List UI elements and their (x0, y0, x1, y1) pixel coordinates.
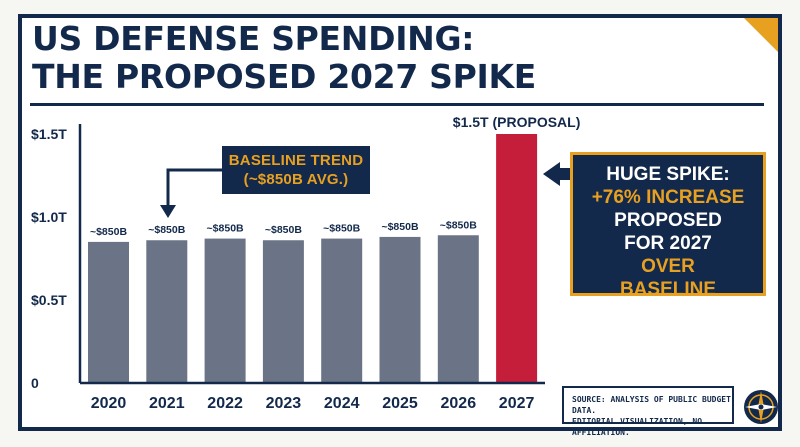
bar (204, 238, 246, 383)
bar (437, 235, 479, 383)
x-tick-label: 2026 (441, 395, 477, 412)
y-tick-label: $1.0T (31, 209, 67, 225)
data-label: ~$850B (207, 223, 244, 235)
baseline-callout-line-1: BASELINE TREND (228, 152, 364, 169)
source-note: SOURCE: ANALYSIS OF PUBLIC BUDGET DATA. … (562, 386, 734, 437)
title-line-2: THE PROPOSED 2027 SPIKE (32, 57, 537, 96)
y-tick-label: 0 (31, 375, 39, 391)
bar (88, 241, 129, 383)
spike-arrow-stem (558, 168, 572, 180)
data-label: ~$850B (381, 221, 418, 233)
compass-icon (744, 390, 778, 424)
spike-callout: HUGE SPIKE: +76% INCREASE PROPOSED FOR 2… (570, 152, 766, 300)
bar-spike (496, 134, 538, 383)
source-line-1: SOURCE: ANALYSIS OF PUBLIC BUDGET DATA. (572, 395, 731, 415)
y-tick-label: $0.5T (31, 292, 67, 308)
spike-callout-line-6: BASELINE (619, 279, 717, 300)
title-divider (30, 103, 764, 106)
x-tick-label: 2020 (91, 395, 127, 412)
data-label: ~$850B (265, 224, 302, 236)
x-tick-label: 2021 (149, 395, 185, 412)
y-tick-label: $1.5T (31, 126, 67, 142)
spike-callout-line-1: HUGE SPIKE: (606, 164, 730, 185)
x-tick-label: 2025 (382, 395, 418, 412)
spike-callout-line-4: FOR 2027 (624, 233, 712, 254)
title-line-1: US DEFENSE SPENDING: (32, 19, 475, 58)
data-label: ~$850B (90, 226, 127, 238)
spike-callout-line-2: +76% INCREASE (591, 187, 745, 208)
data-label: ~$850B (323, 223, 360, 235)
bar (321, 238, 363, 383)
chart-title: US DEFENSE SPENDING: THE PROPOSED 2027 S… (32, 20, 536, 96)
bar (262, 240, 304, 383)
corner-accent (744, 18, 778, 52)
bar (146, 240, 188, 383)
baseline-callout-line-2: (~$850B AVG.) (243, 171, 349, 188)
baseline-arrow-line (166, 168, 222, 207)
bar (379, 236, 421, 383)
data-label: $1.5T (PROPOSAL) (453, 114, 581, 130)
source-line-2: EDITORIAL VISUALIZATION, NO AFFILIATION. (572, 417, 703, 437)
x-tick-label: 2024 (324, 395, 360, 412)
x-tick-label: 2023 (266, 395, 302, 412)
spike-arrow-head (543, 162, 560, 186)
x-tick-label: 2027 (499, 395, 535, 412)
data-label: ~$850B (440, 219, 477, 231)
baseline-arrow-head (160, 205, 176, 218)
data-label: ~$850B (148, 224, 185, 236)
x-tick-label: 2022 (207, 395, 243, 412)
spike-callout-line-3: PROPOSED (614, 210, 722, 231)
spike-callout-line-5: OVER (641, 256, 695, 277)
baseline-callout: BASELINE TREND (~$850B AVG.) (222, 146, 370, 194)
